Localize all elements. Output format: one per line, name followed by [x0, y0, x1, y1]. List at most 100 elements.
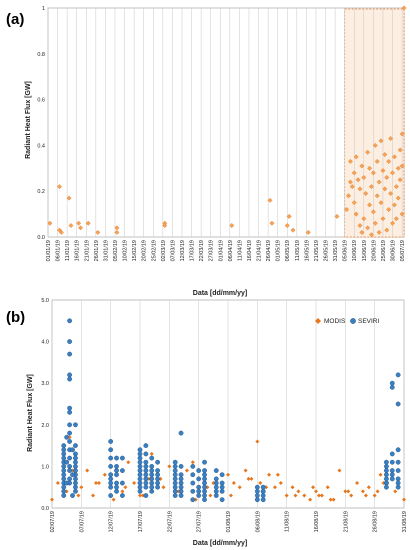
data-point-a: [368, 232, 374, 238]
seviri-point: [67, 339, 73, 344]
modis-point: [94, 481, 98, 486]
seviri-point: [155, 459, 161, 465]
y-tick-label-a: 0.8: [37, 52, 45, 58]
seviri-point: [61, 455, 67, 461]
seviri-point: [108, 476, 114, 482]
seviri-point: [149, 468, 155, 473]
seviri-point: [260, 497, 266, 503]
y-axis-title-a: Radiant Heat Flux [GW]: [25, 81, 32, 159]
data-point-a: [380, 168, 386, 174]
seviri-point: [172, 480, 178, 486]
y-tick-label-b: 4.0: [41, 340, 49, 346]
seviri-point: [254, 488, 260, 494]
seviri-point: [61, 472, 67, 478]
data-point-a: [386, 207, 392, 213]
seviri-point: [395, 401, 401, 407]
seviri-point: [73, 476, 78, 482]
seviri-point: [254, 484, 260, 490]
data-point-a: [386, 158, 392, 164]
seviri-point: [190, 463, 196, 469]
modis-point: [102, 472, 107, 477]
seviri-point: [202, 493, 207, 498]
data-point-a: [384, 227, 390, 233]
modis-point: [120, 489, 125, 494]
seviri-point: [73, 443, 78, 448]
seviri-point: [254, 497, 260, 503]
y-tick-label-a: 0.0: [37, 235, 45, 241]
seviri-point: [143, 484, 149, 490]
seviri-point: [137, 463, 143, 469]
data-point-a: [368, 184, 374, 190]
modis-point: [319, 493, 324, 498]
seviri-point: [114, 463, 119, 469]
seviri-point: [149, 480, 155, 486]
modis-point: [272, 485, 277, 490]
data-point-a: [286, 213, 292, 219]
seviri-point: [61, 488, 67, 494]
modis-point: [314, 489, 318, 494]
data-point-a: [401, 5, 407, 11]
seviri-point: [114, 472, 119, 478]
seviri-point: [67, 318, 73, 324]
seviri-point: [395, 459, 401, 465]
legend-label-seviri: SEVIRI: [358, 318, 380, 325]
seviri-point: [114, 484, 119, 490]
data-point-a: [359, 229, 365, 235]
y-tick-label-b: 1.0: [41, 464, 49, 470]
x-tick-label-a: 11/04/19: [237, 240, 243, 261]
data-point-a: [391, 202, 397, 208]
y-tick-label-b: 3.0: [41, 381, 49, 387]
data-point-a: [95, 229, 101, 235]
x-tick-label-b: 16/08/19: [314, 511, 320, 532]
x-axis-title-b: Data [dd/mm/yy]: [193, 540, 247, 547]
data-point-a: [355, 177, 361, 183]
data-point-a: [361, 174, 367, 180]
seviri-point: [172, 459, 178, 465]
data-point-a: [68, 223, 74, 229]
x-tick-label-a: 26/05/19: [324, 240, 330, 261]
seviri-point: [196, 476, 202, 482]
modis-point: [50, 497, 54, 502]
x-tick-label-a: 10/06/19: [352, 240, 358, 261]
data-point-a: [344, 207, 350, 213]
data-point-a: [85, 220, 91, 226]
seviri-point: [137, 488, 143, 494]
data-point-a: [391, 154, 397, 160]
seviri-point: [73, 459, 78, 465]
seviri-point: [202, 497, 207, 503]
data-point-a: [374, 193, 380, 199]
data-point-a: [393, 184, 399, 190]
seviri-point: [67, 376, 73, 382]
y-tick-label-b: 0.0: [41, 506, 49, 512]
y-tick-label-a: 1: [42, 6, 45, 12]
modis-point: [393, 489, 398, 494]
seviri-point: [395, 372, 401, 378]
data-point-a: [269, 220, 275, 226]
seviri-point: [143, 443, 149, 448]
data-point-a: [376, 179, 382, 185]
data-point-a: [393, 216, 399, 222]
data-point-a: [395, 165, 401, 171]
modis-point: [249, 476, 254, 481]
modis-point: [149, 451, 154, 456]
seviri-point: [61, 468, 67, 473]
seviri-point: [108, 463, 114, 469]
data-point-a: [390, 170, 395, 176]
data-point-a: [351, 170, 357, 176]
seviri-point: [389, 451, 395, 457]
y-axis-title-b: Radiant Heat Flux [GW]: [27, 374, 34, 452]
data-point-a: [58, 229, 64, 235]
seviri-point: [260, 493, 266, 498]
seviri-point: [61, 476, 67, 482]
seviri-point: [202, 476, 207, 482]
data-point-a: [351, 200, 357, 206]
x-tick-label-b: 31/08/19: [402, 511, 408, 532]
seviri-point: [202, 472, 207, 478]
seviri-point: [155, 468, 161, 473]
data-point-a: [390, 220, 395, 226]
modis-point: [226, 472, 230, 477]
seviri-point: [108, 480, 114, 486]
seviri-point: [395, 480, 401, 486]
data-point-a: [359, 163, 365, 169]
data-point-a: [376, 229, 382, 235]
